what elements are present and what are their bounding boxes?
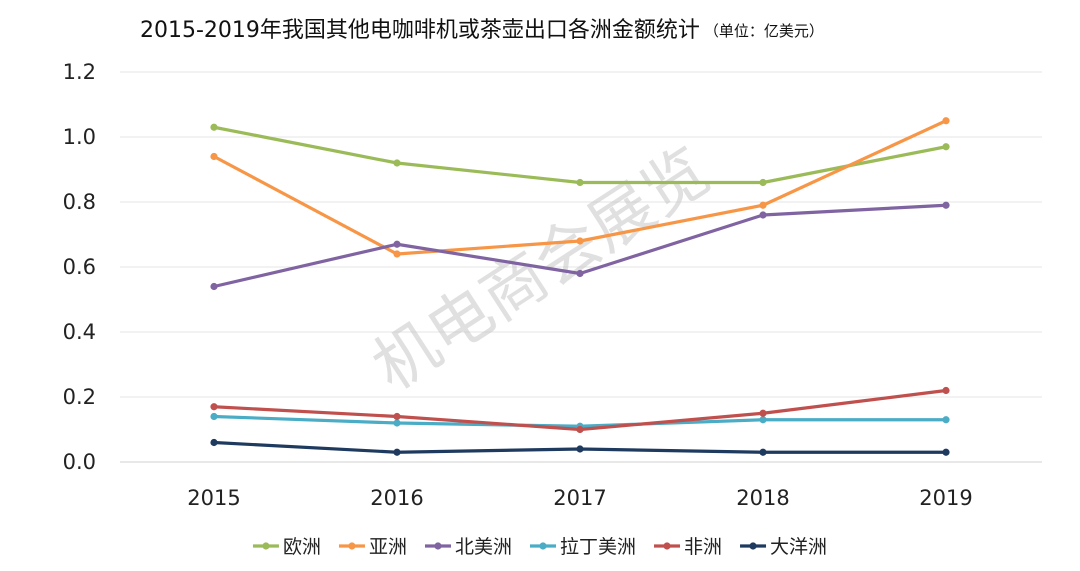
data-point [393, 448, 401, 456]
chart-unit: （单位：亿美元） [704, 22, 824, 40]
watermark: 机电商会展览 [360, 134, 722, 405]
series-非洲 [210, 386, 950, 434]
y-tick-label: 0.6 [63, 255, 96, 279]
data-point [210, 123, 218, 131]
x-tick-label: 2019 [919, 486, 972, 510]
y-tick-label: 1.2 [63, 60, 96, 84]
legend-label: 非洲 [684, 536, 722, 558]
data-point [393, 412, 401, 421]
data-point [942, 386, 950, 395]
legend-label: 大洋洲 [770, 536, 827, 558]
data-point [210, 152, 218, 161]
legend: 欧洲 亚洲 北美洲 拉丁美洲 非洲 大洋洲 [252, 536, 827, 558]
gridlines [120, 71, 1042, 463]
data-point [576, 269, 584, 278]
legend-swatch-marker [348, 542, 356, 550]
legend-label: 北美洲 [455, 536, 512, 558]
data-point [942, 143, 950, 151]
legend-label: 欧洲 [283, 536, 321, 558]
x-tick-label: 2016 [370, 486, 423, 510]
data-point [942, 201, 950, 209]
y-tick-label: 0.0 [63, 450, 96, 474]
legend-swatch-marker [262, 542, 270, 550]
data-point [942, 416, 950, 424]
legend-swatch-marker [663, 542, 671, 550]
data-point [393, 250, 401, 258]
x-tick-label: 2015 [187, 486, 240, 510]
x-tick-label: 2017 [553, 486, 606, 510]
legend-item: 欧洲 [252, 536, 321, 558]
legend-item: 亚洲 [338, 536, 407, 558]
data-point [576, 445, 584, 453]
legend-swatch-marker [539, 542, 547, 550]
data-point [210, 403, 218, 411]
data-point [759, 448, 767, 456]
legend-item: 非洲 [654, 536, 722, 558]
y-tick-label: 0.2 [63, 385, 96, 409]
data-point [576, 237, 584, 245]
legend-label: 拉丁美洲 [560, 536, 636, 558]
series-大洋洲 [210, 438, 950, 456]
legend-swatch-marker [434, 542, 442, 550]
y-axis-ticks: 0.0 0.2 0.4 0.6 0.8 1.0 1.2 [63, 60, 96, 474]
data-point [759, 409, 767, 417]
data-point [210, 282, 218, 291]
data-point [393, 159, 401, 167]
data-point [210, 412, 218, 421]
legend-swatch-marker [749, 542, 757, 550]
series-line [212, 125, 948, 185]
legend-item: 拉丁美洲 [530, 536, 636, 558]
data-point [759, 416, 767, 424]
data-point [942, 117, 950, 125]
x-axis-ticks: 2015 2016 2017 2018 2019 [187, 486, 972, 510]
data-point [759, 178, 767, 187]
data-point [942, 448, 950, 456]
data-point [576, 425, 584, 434]
series-北美洲 [210, 201, 950, 291]
data-point [759, 211, 767, 219]
series-group [210, 117, 950, 456]
data-point [576, 178, 584, 187]
data-point [759, 201, 767, 209]
y-tick-label: 0.4 [63, 320, 96, 344]
y-tick-label: 1.0 [63, 125, 96, 149]
legend-item: 大洋洲 [740, 536, 827, 558]
y-tick-label: 0.8 [63, 190, 96, 214]
data-point [210, 438, 218, 447]
legend-label: 亚洲 [369, 536, 407, 558]
data-point [393, 419, 401, 427]
chart-title: 2015-2019年我国其他电咖啡机或茶壶出口各洲金额统计 [140, 18, 700, 43]
legend-item: 北美洲 [424, 536, 512, 558]
series-欧洲 [210, 123, 950, 187]
series-亚洲 [210, 117, 950, 258]
data-point [393, 240, 401, 248]
x-tick-label: 2018 [736, 486, 789, 510]
